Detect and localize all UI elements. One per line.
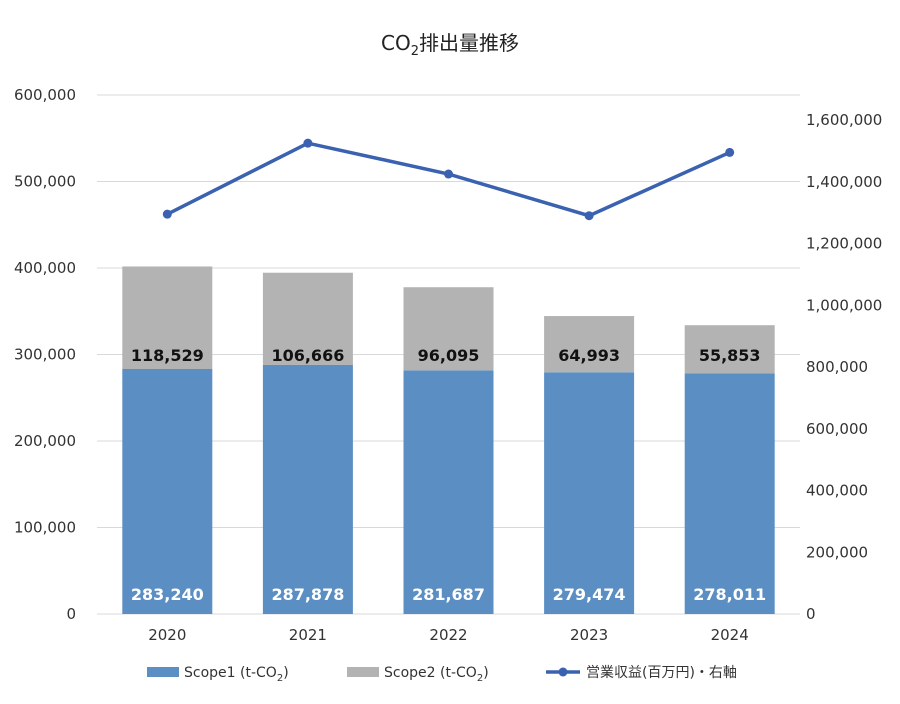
right-tick-label: 200,000 <box>806 543 868 561</box>
right-tick-label: 1,600,000 <box>806 111 882 129</box>
x-tick-label: 2020 <box>148 626 186 644</box>
scope1-data-label: 278,011 <box>693 585 766 604</box>
x-tick-label: 2021 <box>289 626 327 644</box>
legend-marker-revenue <box>558 667 568 677</box>
scope1-bar <box>684 373 775 614</box>
revenue-line-path <box>166 141 731 218</box>
legend-swatch-scope2 <box>347 667 379 677</box>
scope1-bar <box>122 368 213 614</box>
right-tick-label: 0 <box>806 605 816 623</box>
bars <box>122 266 775 614</box>
left-y-axis: 0 100,000 200,000 300,000 400,000 500,000 600,… <box>14 86 76 623</box>
left-tick-label: 400,000 <box>14 259 76 277</box>
left-tick-label: 300,000 <box>14 346 76 364</box>
legend-label-scope1: Scope1 (t-CO2) <box>184 665 289 684</box>
chart-title: CO2排出量推移 <box>381 31 519 59</box>
scope1-bar <box>262 364 353 614</box>
scope2-data-label: 96,095 <box>418 346 480 365</box>
left-tick-label: 100,000 <box>14 519 76 537</box>
scope1-data-label: 283,240 <box>131 585 204 604</box>
revenue-point <box>584 211 594 221</box>
x-tick-label: 2022 <box>429 626 467 644</box>
scope1-data-label: 281,687 <box>412 585 485 604</box>
revenue-point <box>162 209 172 219</box>
legend: Scope1 (t-CO2) Scope2 (t-CO2) 営業収益(百万円)・右軸 <box>147 665 737 684</box>
right-tick-label: 1,400,000 <box>806 173 882 191</box>
left-tick-label: 0 <box>66 605 76 623</box>
scope2-bar <box>403 287 494 371</box>
x-tick-label: 2024 <box>711 626 749 644</box>
revenue-point <box>725 147 735 157</box>
scope2-data-label: 118,529 <box>131 346 204 365</box>
scope2-bar <box>122 266 213 369</box>
right-tick-label: 800,000 <box>806 358 868 376</box>
scope1-data-label: 287,878 <box>271 585 344 604</box>
scope2-data-label: 64,993 <box>558 346 620 365</box>
scope1-bar <box>403 370 494 614</box>
revenue-point <box>444 169 453 179</box>
right-y-axis: 0 200,000 400,000 600,000 800,000 1,000,000 1,… <box>806 111 882 623</box>
left-tick-label: 500,000 <box>14 173 76 191</box>
right-tick-label: 1,200,000 <box>806 235 882 253</box>
legend-label-scope2: Scope2 (t-CO2) <box>384 665 489 684</box>
right-tick-label: 600,000 <box>806 420 868 438</box>
right-tick-label: 400,000 <box>806 482 868 500</box>
right-tick-label: 1,000,000 <box>806 296 882 314</box>
x-axis: 2020 2021 2022 2023 2024 <box>148 626 749 644</box>
scope2-bar <box>684 325 775 374</box>
legend-swatch-scope1 <box>147 667 179 677</box>
legend-label-revenue: 営業収益(百万円)・右軸 <box>586 665 737 681</box>
scope1-data-label: 279,474 <box>553 585 626 604</box>
revenue-point <box>303 138 313 148</box>
data-labels: 118,529 283,240 106,666 287,878 96,095 281,68… <box>131 346 766 604</box>
scope2-bar <box>262 272 353 365</box>
scope2-data-label: 55,853 <box>699 346 761 365</box>
left-tick-label: 600,000 <box>14 86 76 104</box>
scope2-data-label: 106,666 <box>271 346 344 365</box>
left-tick-label: 200,000 <box>14 432 76 450</box>
scope2-bar <box>544 316 635 373</box>
x-tick-label: 2023 <box>570 626 608 644</box>
revenue-line <box>162 138 735 221</box>
scope1-bar <box>544 372 635 614</box>
